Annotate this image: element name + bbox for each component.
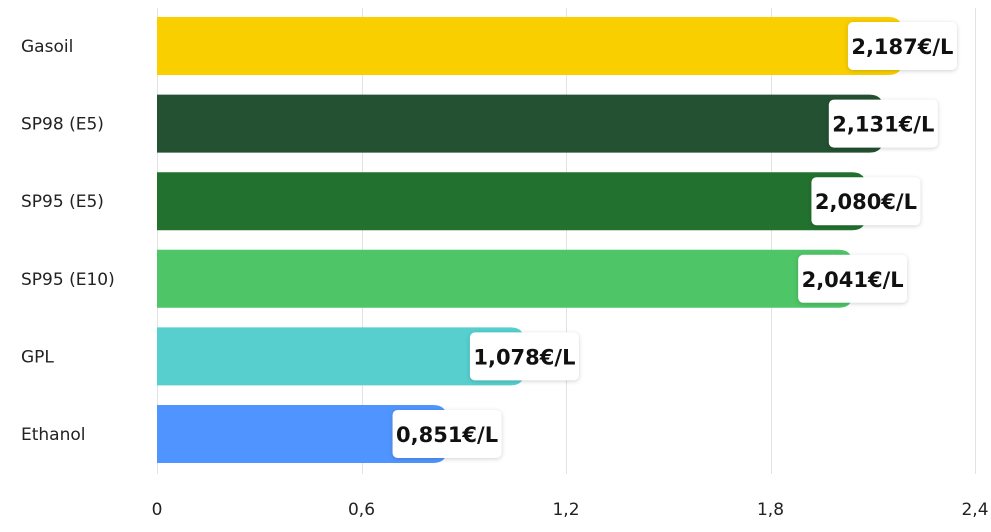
bar-3 [157, 249, 853, 308]
x-tick-label: 2,4 [961, 500, 988, 520]
bar-0 [157, 17, 903, 75]
value-badge-bg [811, 177, 921, 226]
value-badge: 2,080€/L [811, 177, 921, 226]
bar-1 [157, 94, 884, 153]
value-axis: 0 0,6 1,2 1,8 2,4 [152, 500, 989, 520]
value-badge-bg [392, 410, 502, 458]
category-label: Gasoil [21, 37, 73, 57]
category-label: GPL [21, 347, 54, 367]
value-badge: 2,187€/L [847, 22, 957, 70]
category-label: SP95 (E10) [21, 270, 115, 290]
x-tick-label: 1,2 [552, 500, 579, 520]
value-label: 2,187€/L [851, 35, 953, 59]
value-label: 0,851€/L [396, 423, 498, 447]
category-label: SP98 (E5) [21, 115, 104, 135]
value-badge-bg [798, 254, 908, 303]
bar-2 [157, 172, 866, 231]
x-tick-label: 0,6 [348, 500, 375, 520]
category-label: SP95 (E5) [21, 192, 104, 212]
value-badge: 1,078€/L [469, 332, 579, 381]
value-badge: 2,131€/L [828, 99, 938, 148]
bar-5 [157, 405, 448, 463]
category-axis: Gasoil SP98 (E5) SP95 (E5) SP95 (E10) GPL Eth… [21, 37, 115, 445]
grid-layer [157, 8, 976, 474]
x-tick-label: 1,8 [757, 500, 784, 520]
bar-4 [157, 327, 525, 386]
value-badge: 0,851€/L [392, 410, 502, 458]
category-label: Ethanol [21, 425, 86, 445]
value-label: 2,041€/L [802, 268, 904, 292]
value-label: 2,080€/L [815, 190, 917, 214]
value-badge-bg [847, 22, 957, 70]
value-labels: 2,187€/L 2,131€/L 2,080€/L 2,041€/L 1,078€/L… [392, 22, 957, 458]
value-badge-bg [469, 332, 579, 381]
bar-layer [157, 17, 903, 463]
x-tick-label: 0 [152, 500, 163, 520]
value-badge-bg [828, 99, 938, 148]
value-badge: 2,041€/L [798, 254, 908, 303]
value-label: 2,131€/L [832, 113, 934, 137]
value-label: 1,078€/L [473, 345, 575, 369]
